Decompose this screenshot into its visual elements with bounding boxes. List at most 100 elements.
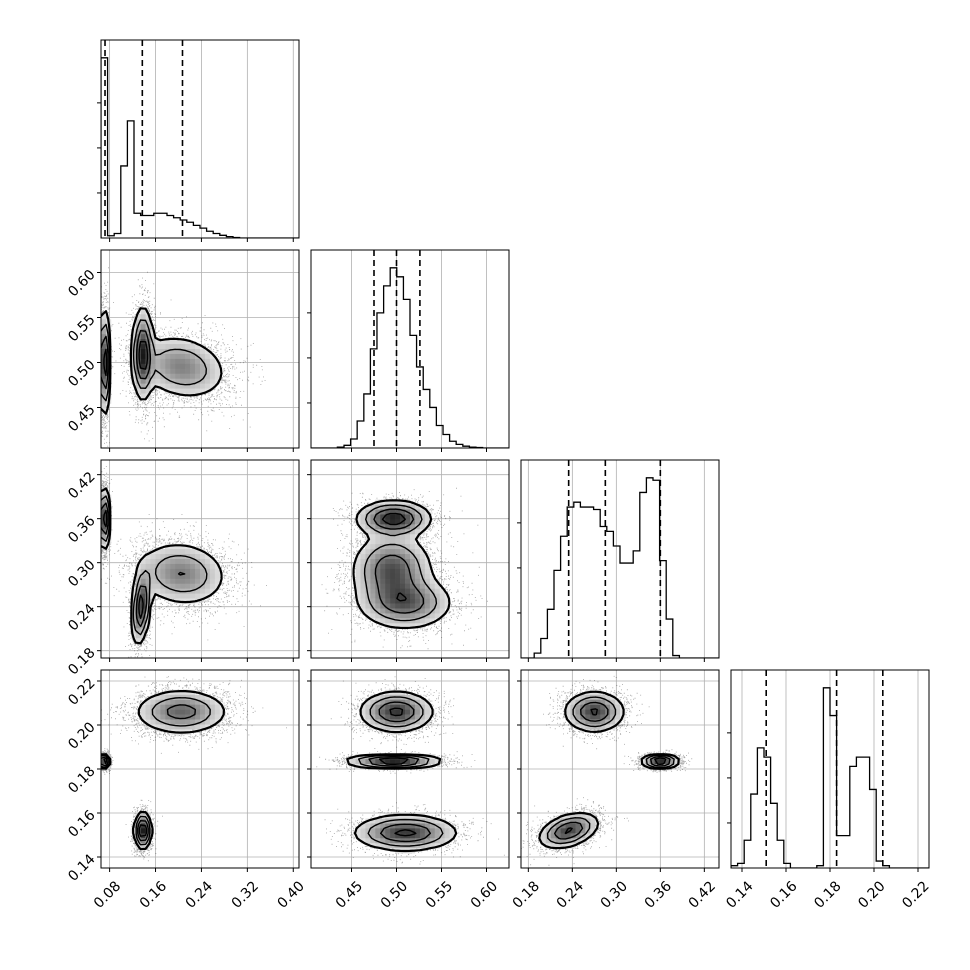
density-cell	[580, 694, 586, 700]
density-cell	[400, 573, 406, 580]
density-cell	[414, 544, 421, 550]
density-cell	[429, 618, 436, 624]
density-cell	[190, 349, 196, 355]
density-cell	[419, 578, 426, 585]
density-cell	[170, 349, 176, 355]
density-cell	[370, 709, 376, 715]
density-cell	[585, 719, 591, 725]
density-cell	[400, 549, 406, 555]
density-cell	[370, 828, 376, 834]
density-cell	[135, 573, 141, 580]
density-cell	[419, 559, 426, 565]
density-cell	[444, 603, 450, 609]
density-cell	[400, 524, 406, 530]
density-cell	[145, 363, 151, 370]
density-cell	[170, 578, 176, 585]
density-cell	[439, 608, 445, 614]
density-cell	[434, 598, 440, 604]
density-cell	[101, 398, 107, 404]
density-cell	[434, 593, 440, 599]
density-cell	[135, 623, 141, 629]
density-cell	[165, 573, 171, 580]
contour-line	[358, 696, 444, 847]
density-cell	[355, 588, 361, 594]
density-cell	[204, 573, 211, 580]
density-cell	[185, 559, 191, 565]
density-cell	[385, 598, 391, 604]
density-cell	[185, 368, 191, 375]
density-cell	[405, 709, 411, 715]
density-cell	[395, 524, 401, 530]
density-cell	[165, 378, 171, 384]
density-cell	[200, 368, 206, 375]
density-cell	[180, 719, 186, 725]
density-cell	[360, 588, 366, 594]
density-cell	[180, 689, 186, 696]
contour-line	[103, 757, 148, 837]
density-cell	[410, 568, 416, 575]
density-cell	[449, 833, 455, 839]
density-cell	[155, 719, 161, 725]
density-cell	[405, 568, 411, 575]
density-cell	[395, 578, 401, 585]
density-cell	[580, 724, 586, 730]
density-cell	[370, 519, 376, 525]
density-cell	[400, 568, 406, 575]
density-cell	[204, 583, 211, 589]
density-cell	[165, 704, 171, 710]
density-cell	[400, 813, 406, 819]
density-cell	[370, 588, 376, 594]
density-cell	[429, 578, 436, 585]
density-cell	[659, 759, 665, 765]
density-cell	[410, 573, 416, 580]
density-cell	[200, 578, 206, 585]
density-cell	[209, 368, 216, 375]
density-cell	[150, 593, 156, 599]
density-cell	[664, 759, 670, 765]
density-cell	[424, 823, 431, 829]
density-cell	[585, 813, 591, 819]
density-cell	[150, 573, 156, 580]
density-cell	[185, 353, 191, 360]
x-tick-label: 0.30	[598, 878, 631, 911]
density-cell	[170, 368, 176, 375]
density-cell	[390, 623, 396, 629]
density-cell	[200, 593, 206, 599]
density-cell	[180, 383, 186, 389]
density-cell	[185, 358, 191, 365]
density-cell	[145, 373, 151, 379]
density-cell	[209, 578, 216, 585]
y-tick-label: 0.42	[65, 469, 98, 502]
density-cell	[375, 759, 381, 765]
contour-line	[373, 508, 425, 614]
density-cell	[400, 559, 406, 565]
density-cell	[160, 563, 166, 570]
density-cell	[175, 344, 181, 350]
density-cell	[380, 563, 386, 570]
x-tick-label: 0.55	[423, 878, 456, 911]
density-cell	[101, 489, 107, 495]
density-cell	[170, 588, 176, 594]
density-cell	[555, 833, 561, 839]
y-tick-label: 0.14	[65, 851, 98, 884]
density-cell	[140, 344, 146, 350]
density-cell	[155, 709, 161, 715]
density-cell	[414, 583, 421, 589]
density-cell	[155, 573, 161, 580]
density-cell	[555, 838, 561, 844]
density-cell	[365, 509, 371, 515]
density-cell	[150, 563, 156, 570]
density-cell	[424, 843, 431, 849]
density-cell	[170, 383, 176, 389]
panel-frame	[520, 459, 720, 659]
density-cell	[140, 623, 146, 629]
density-cell	[565, 704, 571, 710]
density-cell	[145, 383, 151, 389]
density-cell	[155, 373, 161, 379]
density-cell	[595, 704, 601, 710]
density-cell	[414, 563, 421, 570]
density-cell	[405, 623, 411, 629]
density-cell	[140, 593, 146, 599]
density-cell	[385, 514, 391, 520]
density-cell	[209, 373, 216, 379]
